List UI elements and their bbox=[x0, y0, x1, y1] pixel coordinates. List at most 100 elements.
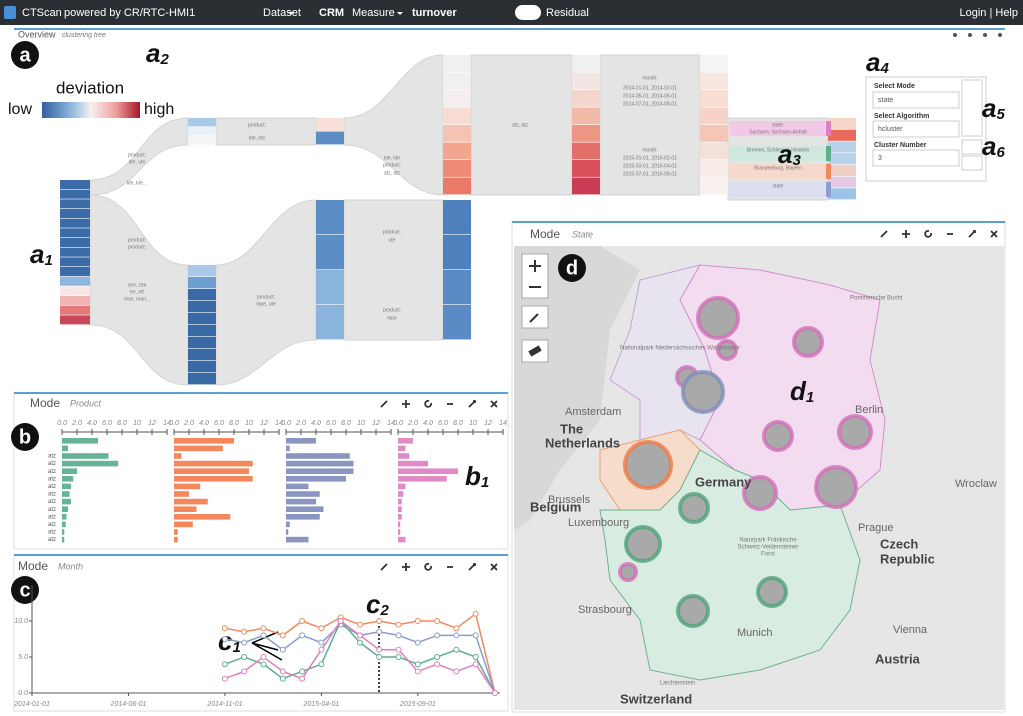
state-circle[interactable] bbox=[762, 420, 794, 452]
x-tick-label: 14 bbox=[387, 420, 395, 427]
state-circle[interactable] bbox=[624, 525, 662, 563]
tool-icon[interactable] bbox=[380, 400, 388, 408]
point bbox=[279, 646, 286, 653]
cluster-cell bbox=[443, 72, 471, 90]
tool-icon[interactable] bbox=[468, 400, 476, 408]
tool-icon[interactable] bbox=[902, 230, 910, 238]
brush-icon bbox=[529, 313, 539, 323]
annotation-letter: d bbox=[566, 257, 578, 279]
legend-high: high bbox=[144, 101, 174, 118]
point bbox=[414, 668, 421, 675]
y-tick-label: atz bbox=[48, 484, 56, 490]
node-label: kte, kte bbox=[249, 135, 265, 141]
tool-icon[interactable] bbox=[490, 563, 498, 571]
cluster-cell bbox=[188, 361, 216, 373]
tool-icon[interactable] bbox=[402, 400, 410, 408]
place-label: Vienna bbox=[893, 624, 928, 636]
zoom-control[interactable] bbox=[521, 253, 549, 299]
cluster-number-input[interactable] bbox=[872, 149, 960, 167]
tool-icon[interactable] bbox=[402, 563, 410, 571]
close-button[interactable] bbox=[961, 155, 983, 171]
cluster-cell bbox=[572, 142, 600, 160]
tool-icon[interactable] bbox=[990, 230, 998, 238]
state-circle[interactable] bbox=[792, 326, 824, 358]
place-label: Austria bbox=[875, 651, 921, 666]
place-label: Czech bbox=[880, 536, 918, 551]
tool-icon[interactable] bbox=[880, 230, 888, 238]
annotation: a2 bbox=[146, 38, 169, 68]
state-circle[interactable] bbox=[678, 492, 710, 524]
annotation-sub: 4 bbox=[879, 60, 889, 77]
cluster-cell bbox=[700, 160, 728, 177]
cluster-cell bbox=[60, 199, 90, 209]
node-label: 2015-03-01, 2015-04-01 bbox=[623, 163, 677, 169]
state-circle[interactable] bbox=[837, 414, 873, 450]
state-circle[interactable] bbox=[623, 440, 673, 490]
tool-icon[interactable] bbox=[998, 33, 1002, 37]
y-tick-label: atz bbox=[48, 530, 56, 536]
state-circle[interactable] bbox=[696, 296, 740, 340]
point bbox=[434, 618, 441, 624]
place-label: Nationalpark Niedersächsisches Wattenmee… bbox=[620, 346, 740, 352]
tool-icon[interactable] bbox=[968, 33, 972, 37]
bar bbox=[174, 491, 189, 497]
place-label: Liechtenstein bbox=[660, 681, 695, 687]
cluster-cell bbox=[572, 55, 600, 72]
month-panel bbox=[13, 554, 509, 712]
residual-toggle[interactable] bbox=[515, 5, 541, 20]
y-tick-label: atz bbox=[48, 461, 56, 467]
expand-button[interactable] bbox=[961, 139, 983, 155]
state-circle[interactable] bbox=[814, 465, 858, 509]
panel-title: Mode bbox=[530, 227, 560, 241]
cluster-cell bbox=[316, 118, 344, 131]
place-label: Berlin bbox=[855, 404, 883, 416]
cluster-cell bbox=[828, 188, 856, 200]
point bbox=[434, 654, 441, 660]
node-label: product: bbox=[257, 294, 275, 300]
tool-icon[interactable] bbox=[380, 563, 388, 571]
node-label: atz, atz bbox=[512, 122, 529, 128]
node-label: product: bbox=[128, 244, 146, 250]
tool-icon[interactable] bbox=[490, 400, 498, 408]
point bbox=[434, 661, 441, 668]
dropdown-caret bbox=[288, 12, 294, 15]
cluster-cell bbox=[828, 164, 856, 176]
state-node bbox=[730, 164, 825, 179]
cluster-cell bbox=[700, 142, 728, 160]
state-circle[interactable] bbox=[742, 475, 778, 511]
region-cluster[interactable] bbox=[599, 449, 861, 681]
mode-select[interactable] bbox=[872, 91, 960, 109]
algorithm-select[interactable] bbox=[872, 120, 960, 138]
state-circle[interactable] bbox=[676, 594, 710, 628]
annotation-badge bbox=[11, 41, 39, 69]
tool-icon[interactable] bbox=[424, 563, 432, 571]
point bbox=[279, 632, 286, 639]
state-circle[interactable] bbox=[681, 370, 725, 414]
tool-icon[interactable] bbox=[983, 33, 987, 37]
point bbox=[395, 632, 402, 639]
tool-icon[interactable] bbox=[968, 230, 976, 238]
x-tick-label: 8.0 bbox=[117, 420, 127, 427]
state-circle[interactable] bbox=[756, 576, 788, 608]
tool-icon[interactable] bbox=[468, 563, 476, 571]
bar bbox=[174, 445, 223, 452]
x-tick-label: 8.0 bbox=[453, 420, 463, 427]
tool-icon[interactable] bbox=[924, 230, 932, 238]
cluster-cell bbox=[443, 125, 471, 142]
x-tick-label: 8.0 bbox=[341, 420, 351, 427]
bar bbox=[398, 445, 406, 452]
tool-icon[interactable] bbox=[424, 400, 432, 408]
cluster-cell bbox=[443, 55, 471, 72]
place-label: Wroclaw bbox=[955, 478, 997, 490]
collapse-button[interactable] bbox=[961, 79, 983, 137]
tool-icon[interactable] bbox=[953, 33, 957, 37]
bar bbox=[62, 453, 109, 459]
annotation-letter: a bbox=[982, 131, 996, 161]
node-label: product: bbox=[128, 237, 146, 243]
bar bbox=[286, 536, 309, 543]
annotation-letter: a bbox=[146, 38, 160, 68]
bar bbox=[174, 514, 231, 520]
state-circle[interactable] bbox=[618, 562, 638, 582]
state-circle[interactable] bbox=[716, 339, 738, 361]
